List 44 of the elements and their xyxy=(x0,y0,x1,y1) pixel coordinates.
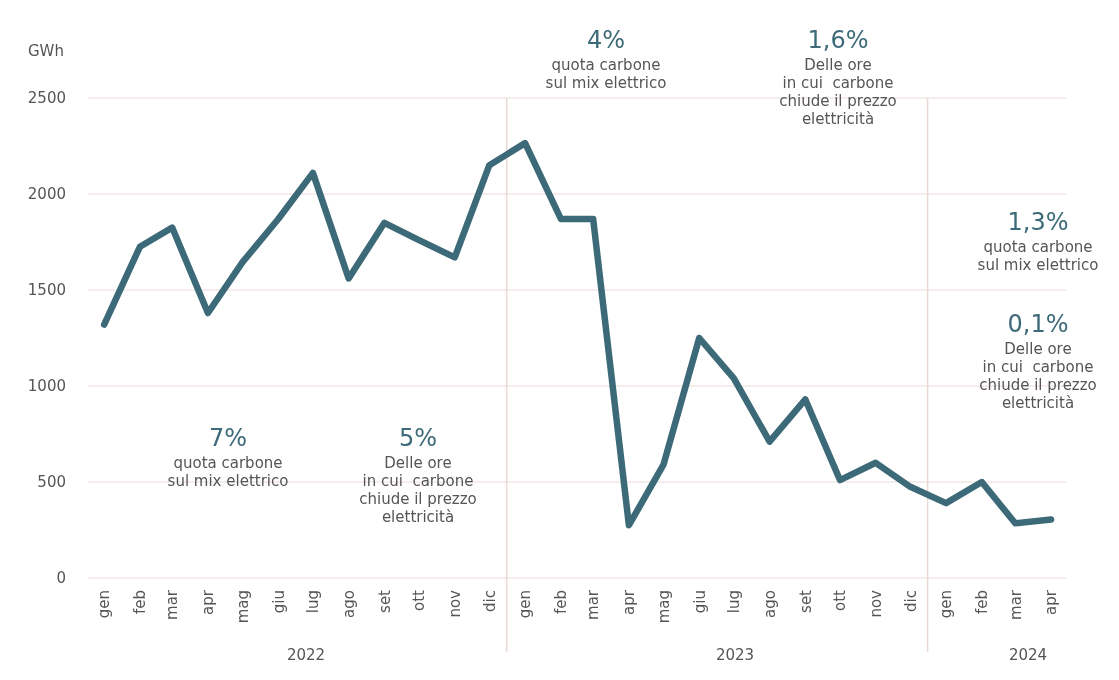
x-tick-label: gen xyxy=(937,590,956,619)
y-tick-label: 1000 xyxy=(27,377,66,396)
x-tick-label: mar xyxy=(584,589,603,620)
x-tick-label: ott xyxy=(831,589,850,611)
x-tick-label: apr xyxy=(199,589,218,615)
x-tick-label: set xyxy=(796,589,815,613)
x-tick-label: apr xyxy=(620,589,639,615)
x-tick-label: mag xyxy=(654,590,673,624)
text: 2023 xyxy=(715,646,755,664)
annotation: 0,1% Delle ore in cui carbone chiude il prezzo elettricità xyxy=(979,310,1097,412)
annotation: 5% Delle ore in cui carbone chiude il prezzo elettricità xyxy=(359,424,477,526)
annotation: 1,3% quota carbone sul mix elettrico xyxy=(977,208,1099,274)
x-tick-label: gen xyxy=(516,590,535,619)
x-tick-label: apr xyxy=(1042,589,1061,615)
x-tick-label: nov xyxy=(866,589,885,618)
annotation: 1,6% Delle ore in cui carbone chiude il prezzo elettricità xyxy=(779,26,897,128)
text: 4% quota carbone sul mix elettrico xyxy=(545,26,667,92)
x-tick-label: gen xyxy=(95,590,114,619)
x-tick-label: set xyxy=(375,589,394,613)
x-tick-label: ott xyxy=(410,589,429,611)
x-tick-label: mar xyxy=(163,589,182,620)
x-tick-label: ago xyxy=(760,590,779,618)
x-tick-label: mag xyxy=(233,590,252,624)
x-tick-label: ago xyxy=(339,590,358,618)
x-tick-label: giu xyxy=(269,590,288,614)
text: 2024 xyxy=(1008,646,1048,664)
y-tick-label: 2000 xyxy=(27,185,66,204)
y-tick-label: 0 xyxy=(56,569,66,588)
x-tick-label: giu xyxy=(690,590,709,614)
y-axis-title: GWh xyxy=(28,42,64,60)
y-tick-label: 500 xyxy=(37,473,66,492)
x-tick-label: feb xyxy=(131,590,150,615)
x-tick-label: dic xyxy=(901,590,920,612)
annotation: 7% quota carbone sul mix elettrico xyxy=(167,424,289,490)
x-tick-label: dic xyxy=(480,590,499,612)
x-tick-label: feb xyxy=(552,590,571,615)
x-tick-label: nov xyxy=(446,589,464,618)
x-tick-label: lug xyxy=(304,590,323,614)
x-tick-label: feb xyxy=(973,590,992,615)
x-tick-label: lug xyxy=(725,590,744,614)
text: 2022 xyxy=(286,646,326,664)
x-tick-label: mar xyxy=(1006,589,1025,620)
y-tick-label: 1500 xyxy=(27,281,66,300)
y-tick-label: 2500 xyxy=(27,89,66,108)
